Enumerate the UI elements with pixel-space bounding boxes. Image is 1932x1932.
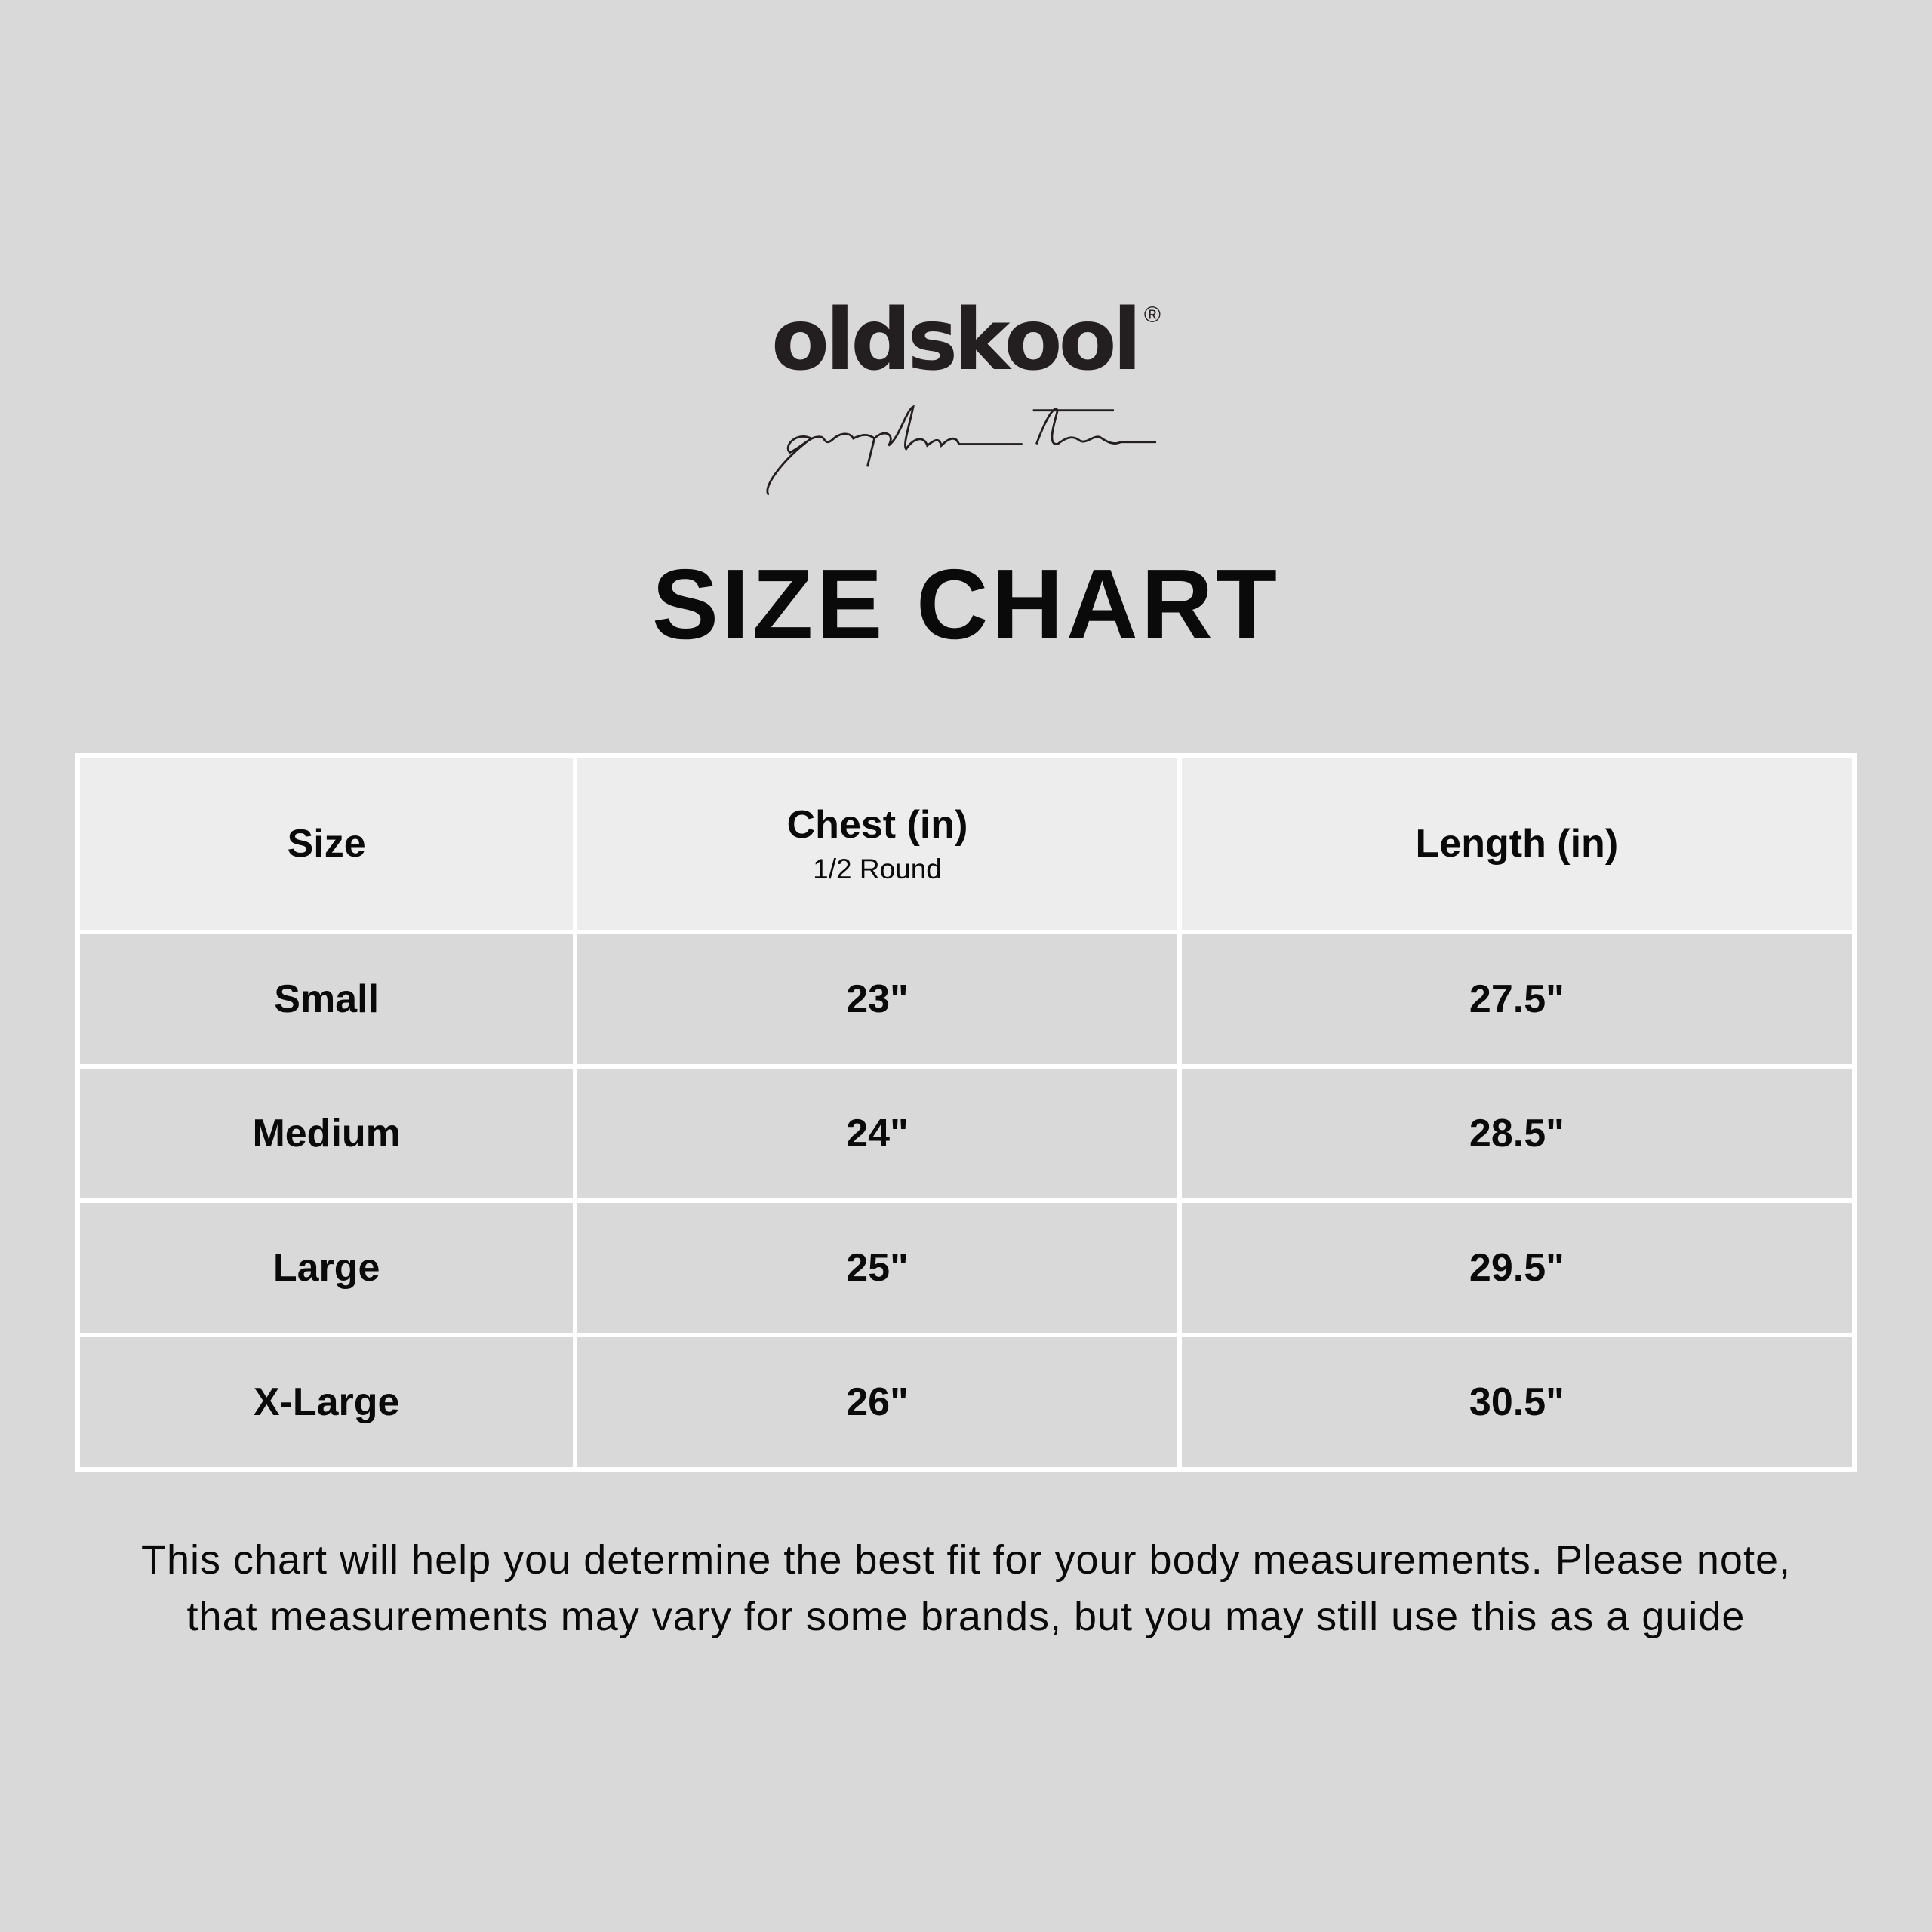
cell-chest: 25" — [573, 1198, 1182, 1337]
table-row: Medium 24" 28.5" — [75, 1064, 1857, 1203]
logo-wordmark: oldskool — [771, 291, 1142, 389]
fit-note: This chart will help you determine the b… — [140, 1537, 1792, 1639]
logo-wordmark-row: oldskool ® — [0, 298, 1932, 396]
cell-length: 29.5" — [1177, 1198, 1857, 1337]
page-title: SIZE CHART — [652, 549, 1280, 660]
cell-length: 30.5" — [1177, 1333, 1857, 1472]
table-row: Small 23" 27.5" — [75, 930, 1857, 1069]
size-table: Size Chest (in) 1/2 Round Length (in) Sma… — [75, 753, 1857, 1472]
cell-chest: 23" — [573, 930, 1182, 1069]
cell-chest: 24" — [573, 1064, 1182, 1203]
cell-chest: 26" — [573, 1333, 1182, 1472]
cell-size: Medium — [75, 1064, 578, 1203]
cell-length: 27.5" — [1177, 930, 1857, 1069]
header-length-label: Length (in) — [1415, 822, 1619, 866]
cell-size: X-Large — [75, 1333, 578, 1472]
header-chest-label: Chest (in) — [786, 803, 968, 847]
cell-length: 28.5" — [1177, 1064, 1857, 1203]
cell-size: Small — [75, 930, 578, 1069]
table-header-row: Size Chest (in) 1/2 Round Length (in) — [75, 753, 1857, 934]
header-chest-sublabel: 1/2 Round — [813, 854, 942, 884]
header-size: Size — [75, 753, 578, 934]
cell-size: Large — [75, 1198, 578, 1337]
table-row: X-Large 26" 30.5" — [75, 1333, 1857, 1472]
logo-script-tagline — [766, 405, 1156, 496]
header-chest: Chest (in) 1/2 Round — [573, 753, 1182, 934]
header-length: Length (in) — [1177, 753, 1857, 934]
brand-logo: oldskool ® — [0, 298, 1932, 502]
registered-mark: ® — [1143, 303, 1161, 328]
table-row: Large 25" 29.5" — [75, 1198, 1857, 1337]
header-size-label: Size — [287, 822, 366, 866]
